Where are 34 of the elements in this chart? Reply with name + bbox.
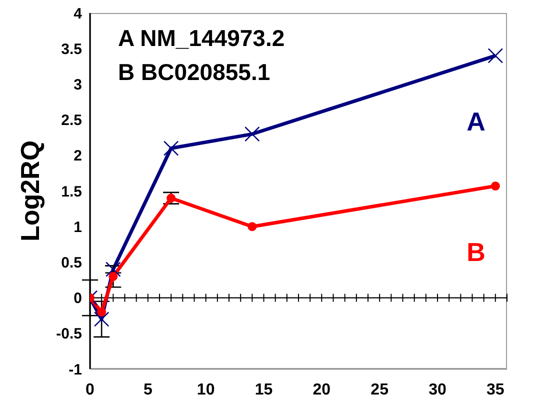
point xyxy=(166,194,176,203)
series-label: B xyxy=(466,237,486,268)
x-tick-label: 30 xyxy=(428,381,446,398)
y-tick-label: 3.5 xyxy=(61,40,82,58)
y-axis-title: Log2RQ xyxy=(15,140,46,242)
x-tick-label: 35 xyxy=(486,381,504,398)
y-tick-label: 0.5 xyxy=(61,254,82,272)
y-tick-label: 1.5 xyxy=(61,183,82,200)
y-tick-label: -1 xyxy=(68,361,82,378)
point xyxy=(244,126,260,142)
series-label: A xyxy=(466,106,486,137)
point xyxy=(248,222,257,232)
x-tick-label: 10 xyxy=(196,381,215,398)
y-tick-label: 1 xyxy=(74,218,82,236)
y-tick-label: 4 xyxy=(74,5,83,22)
y-tick-label: -0.5 xyxy=(56,326,82,343)
point xyxy=(97,308,106,317)
point xyxy=(163,140,179,156)
x-tick-label: 0 xyxy=(86,381,95,398)
y-tick-label: 3 xyxy=(74,76,82,94)
x-tick-label: 5 xyxy=(143,381,152,398)
annotation: B BC020855.1 xyxy=(118,58,272,87)
point xyxy=(490,182,500,191)
annotation: A NM_144973.2 xyxy=(118,24,285,53)
y-tick-label: 0 xyxy=(74,290,82,308)
x-tick-label: 25 xyxy=(370,381,389,398)
x-tick-label: 15 xyxy=(254,381,273,398)
point xyxy=(488,48,504,64)
point xyxy=(106,262,121,277)
point xyxy=(108,272,118,281)
y-tick-label: 2.5 xyxy=(61,112,82,130)
x-tick-label: 20 xyxy=(312,381,331,398)
point xyxy=(94,312,110,327)
y-tick-label: 2 xyxy=(74,148,82,165)
